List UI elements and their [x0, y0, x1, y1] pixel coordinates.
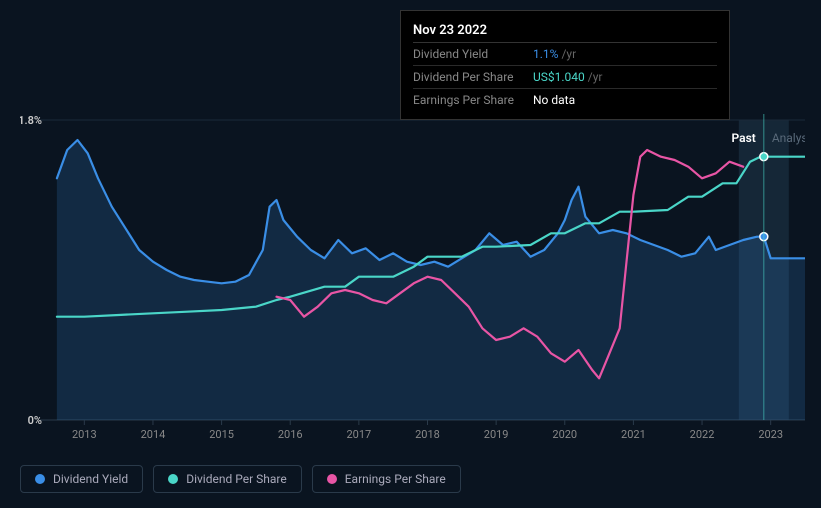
- forecast-label: Analysts For: [772, 131, 805, 145]
- legend-dot-icon: [35, 474, 45, 484]
- legend-label: Dividend Per Share: [186, 472, 287, 486]
- tooltip-date: Nov 23 2022: [413, 19, 717, 43]
- tooltip-metric-label: Dividend Per Share: [413, 70, 533, 84]
- x-axis-tick-label: 2015: [209, 428, 234, 441]
- tooltip-row: Dividend Yield1.1%/yr: [413, 43, 717, 66]
- tooltip-row: Earnings Per ShareNo data: [413, 89, 717, 111]
- tooltip-metric-value: No data: [533, 93, 575, 107]
- dividend-chart[interactable]: 0% 1.8% 2013 2014 2015 2016 2017 2018 2019 2020 20…: [20, 100, 805, 450]
- x-axis-tick-label: 2017: [346, 428, 371, 441]
- tooltip-row: Dividend Per ShareUS$1.040/yr: [413, 66, 717, 89]
- legend-dot-icon: [168, 474, 178, 484]
- tooltip-metric-label: Dividend Yield: [413, 47, 533, 61]
- legend-item[interactable]: Earnings Per Share: [312, 465, 461, 493]
- tooltip-metric-unit: /yr: [561, 47, 576, 61]
- tooltip-metric-value: 1.1%/yr: [533, 47, 576, 61]
- x-axis-tick-label: 2022: [690, 428, 715, 441]
- x-axis-tick-label: 2019: [484, 428, 509, 441]
- legend-item[interactable]: Dividend Yield: [20, 465, 143, 493]
- tooltip-metric-value: US$1.040/yr: [533, 70, 603, 84]
- x-axis-tick-label: 2014: [141, 428, 166, 441]
- y-axis-tick-label: 0%: [28, 414, 42, 427]
- legend-label: Dividend Yield: [53, 472, 128, 486]
- x-axis-tick-label: 2021: [621, 428, 646, 441]
- x-axis-tick-label: 2016: [278, 428, 303, 441]
- tooltip-metric-unit: /yr: [588, 70, 603, 84]
- y-axis-tick-label: 1.8%: [20, 114, 42, 127]
- tooltip-metric-label: Earnings Per Share: [413, 93, 533, 107]
- legend-item[interactable]: Dividend Per Share: [153, 465, 302, 493]
- legend-label: Earnings Per Share: [345, 472, 446, 486]
- x-axis-tick-label: 2020: [552, 428, 577, 441]
- x-axis-tick-label: 2013: [72, 428, 97, 441]
- x-axis-tick-label: 2023: [758, 428, 783, 441]
- chart-legend: Dividend Yield Dividend Per Share Earnings…: [20, 465, 461, 493]
- x-axis-tick-label: 2018: [415, 428, 440, 441]
- past-label: Past: [732, 131, 756, 145]
- chart-tooltip: Nov 23 2022 Dividend Yield1.1%/yrDividen…: [400, 10, 730, 120]
- legend-dot-icon: [327, 474, 337, 484]
